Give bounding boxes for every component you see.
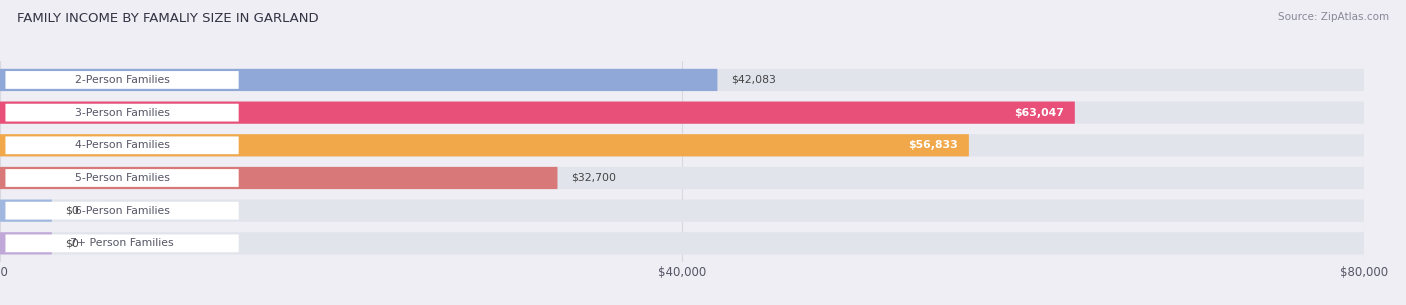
FancyBboxPatch shape [6, 202, 239, 220]
FancyBboxPatch shape [6, 169, 239, 187]
Text: 2-Person Families: 2-Person Families [75, 75, 170, 85]
Text: $0: $0 [66, 206, 79, 216]
FancyBboxPatch shape [6, 235, 239, 252]
Text: $42,083: $42,083 [731, 75, 776, 85]
FancyBboxPatch shape [0, 69, 1364, 91]
FancyBboxPatch shape [0, 134, 969, 156]
FancyBboxPatch shape [0, 102, 1364, 124]
FancyBboxPatch shape [0, 232, 1364, 254]
Text: FAMILY INCOME BY FAMALIY SIZE IN GARLAND: FAMILY INCOME BY FAMALIY SIZE IN GARLAND [17, 12, 319, 25]
FancyBboxPatch shape [6, 71, 239, 89]
FancyBboxPatch shape [0, 167, 557, 189]
Text: 5-Person Families: 5-Person Families [75, 173, 170, 183]
Text: 3-Person Families: 3-Person Families [75, 108, 170, 118]
Text: $0: $0 [66, 238, 79, 248]
FancyBboxPatch shape [0, 199, 1364, 222]
FancyBboxPatch shape [0, 199, 52, 222]
Text: 4-Person Families: 4-Person Families [75, 140, 170, 150]
Text: Source: ZipAtlas.com: Source: ZipAtlas.com [1278, 12, 1389, 22]
Text: 7+ Person Families: 7+ Person Families [70, 238, 174, 248]
FancyBboxPatch shape [0, 69, 717, 91]
FancyBboxPatch shape [0, 167, 1364, 189]
FancyBboxPatch shape [6, 104, 239, 121]
Text: $32,700: $32,700 [571, 173, 616, 183]
FancyBboxPatch shape [0, 134, 1364, 156]
FancyBboxPatch shape [0, 102, 1074, 124]
Text: $56,833: $56,833 [908, 140, 957, 150]
FancyBboxPatch shape [0, 232, 52, 254]
FancyBboxPatch shape [6, 136, 239, 154]
Text: 6-Person Families: 6-Person Families [75, 206, 170, 216]
Text: $63,047: $63,047 [1014, 108, 1064, 118]
